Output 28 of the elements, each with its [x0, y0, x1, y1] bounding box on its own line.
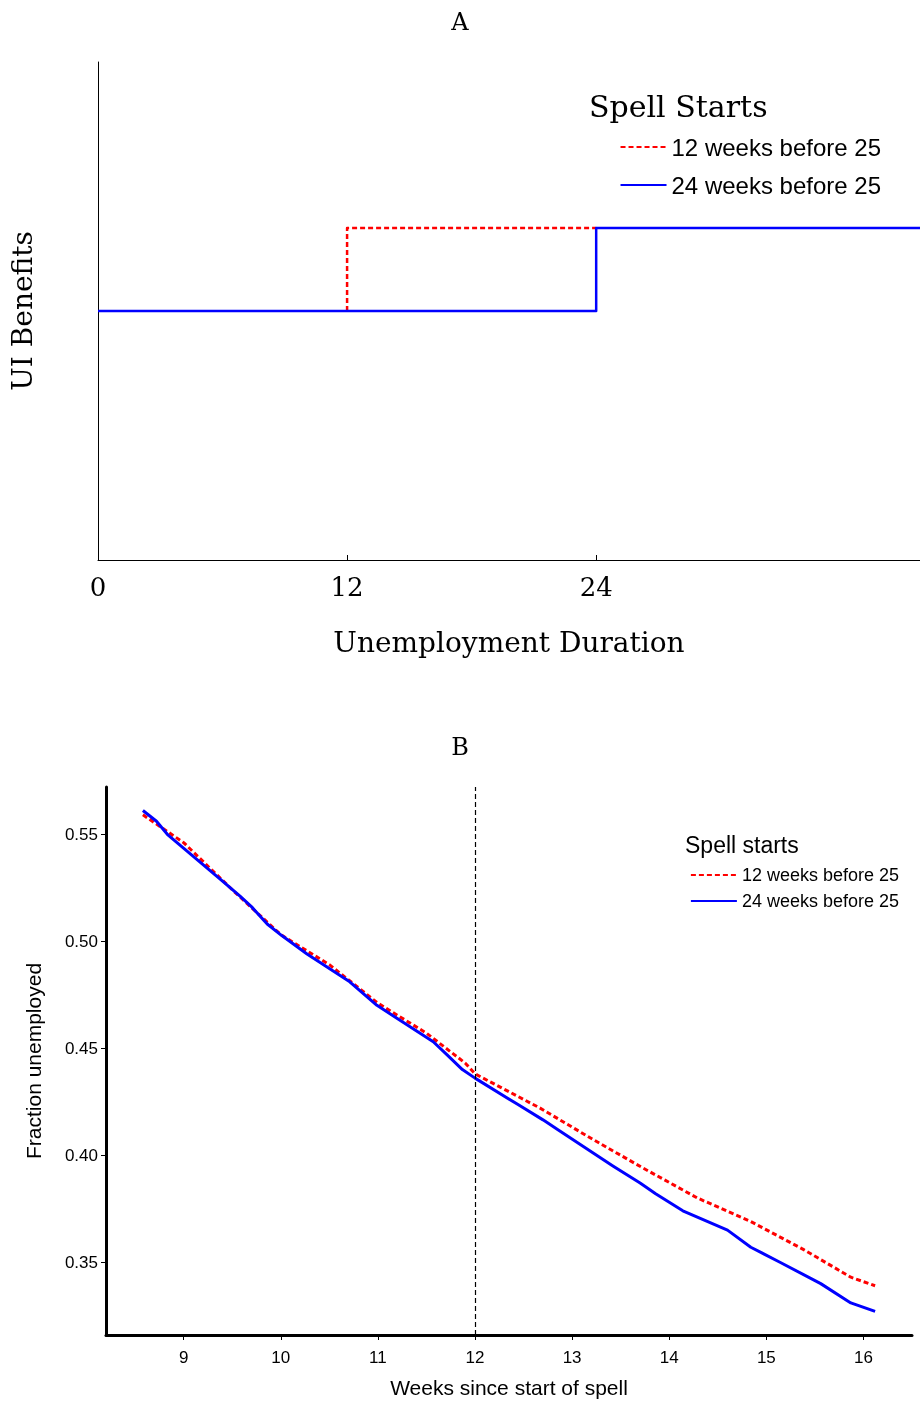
legend-label: 12 weeks before 25 [741, 865, 899, 885]
x-axis-title: Weeks since start of spell [390, 1376, 628, 1399]
y-tick-label: 0.55 [64, 824, 98, 844]
x-tick-label: 12 [330, 572, 364, 602]
x-axis-title: Unemployment Duration [333, 625, 685, 659]
legend-title: Spell starts [685, 831, 799, 858]
legend-label: 12 weeks before 25 [671, 133, 882, 161]
legend-label: 24 weeks before 25 [741, 891, 899, 911]
x-tick-label: 13 [562, 1348, 582, 1367]
chart-title: A [450, 8, 470, 36]
x-tick-label: 9 [178, 1348, 189, 1367]
x-tick-label: 11 [369, 1348, 387, 1367]
x-tick-label: 16 [853, 1348, 873, 1367]
y-tick-label: 0.35 [64, 1252, 98, 1272]
x-tick-label: 10 [271, 1348, 291, 1367]
y-tick-label: 0.40 [64, 1145, 98, 1165]
x-tick-label: 0 [89, 572, 107, 602]
chart-title: B [451, 733, 469, 761]
legend-title: Spell Starts [589, 88, 768, 124]
y-tick-label: 0.45 [64, 1038, 98, 1058]
y-axis-title: Fraction unemployed [22, 962, 45, 1160]
x-tick-label: 15 [756, 1348, 776, 1367]
x-tick-label: 12 [465, 1348, 485, 1367]
x-tick-label: 24 [579, 572, 613, 602]
legend-label: 24 weeks before 25 [671, 171, 882, 199]
y-tick-label: 0.50 [64, 931, 98, 951]
x-tick-label: 14 [659, 1348, 679, 1367]
y-axis-title: UI Benefits [5, 231, 39, 391]
